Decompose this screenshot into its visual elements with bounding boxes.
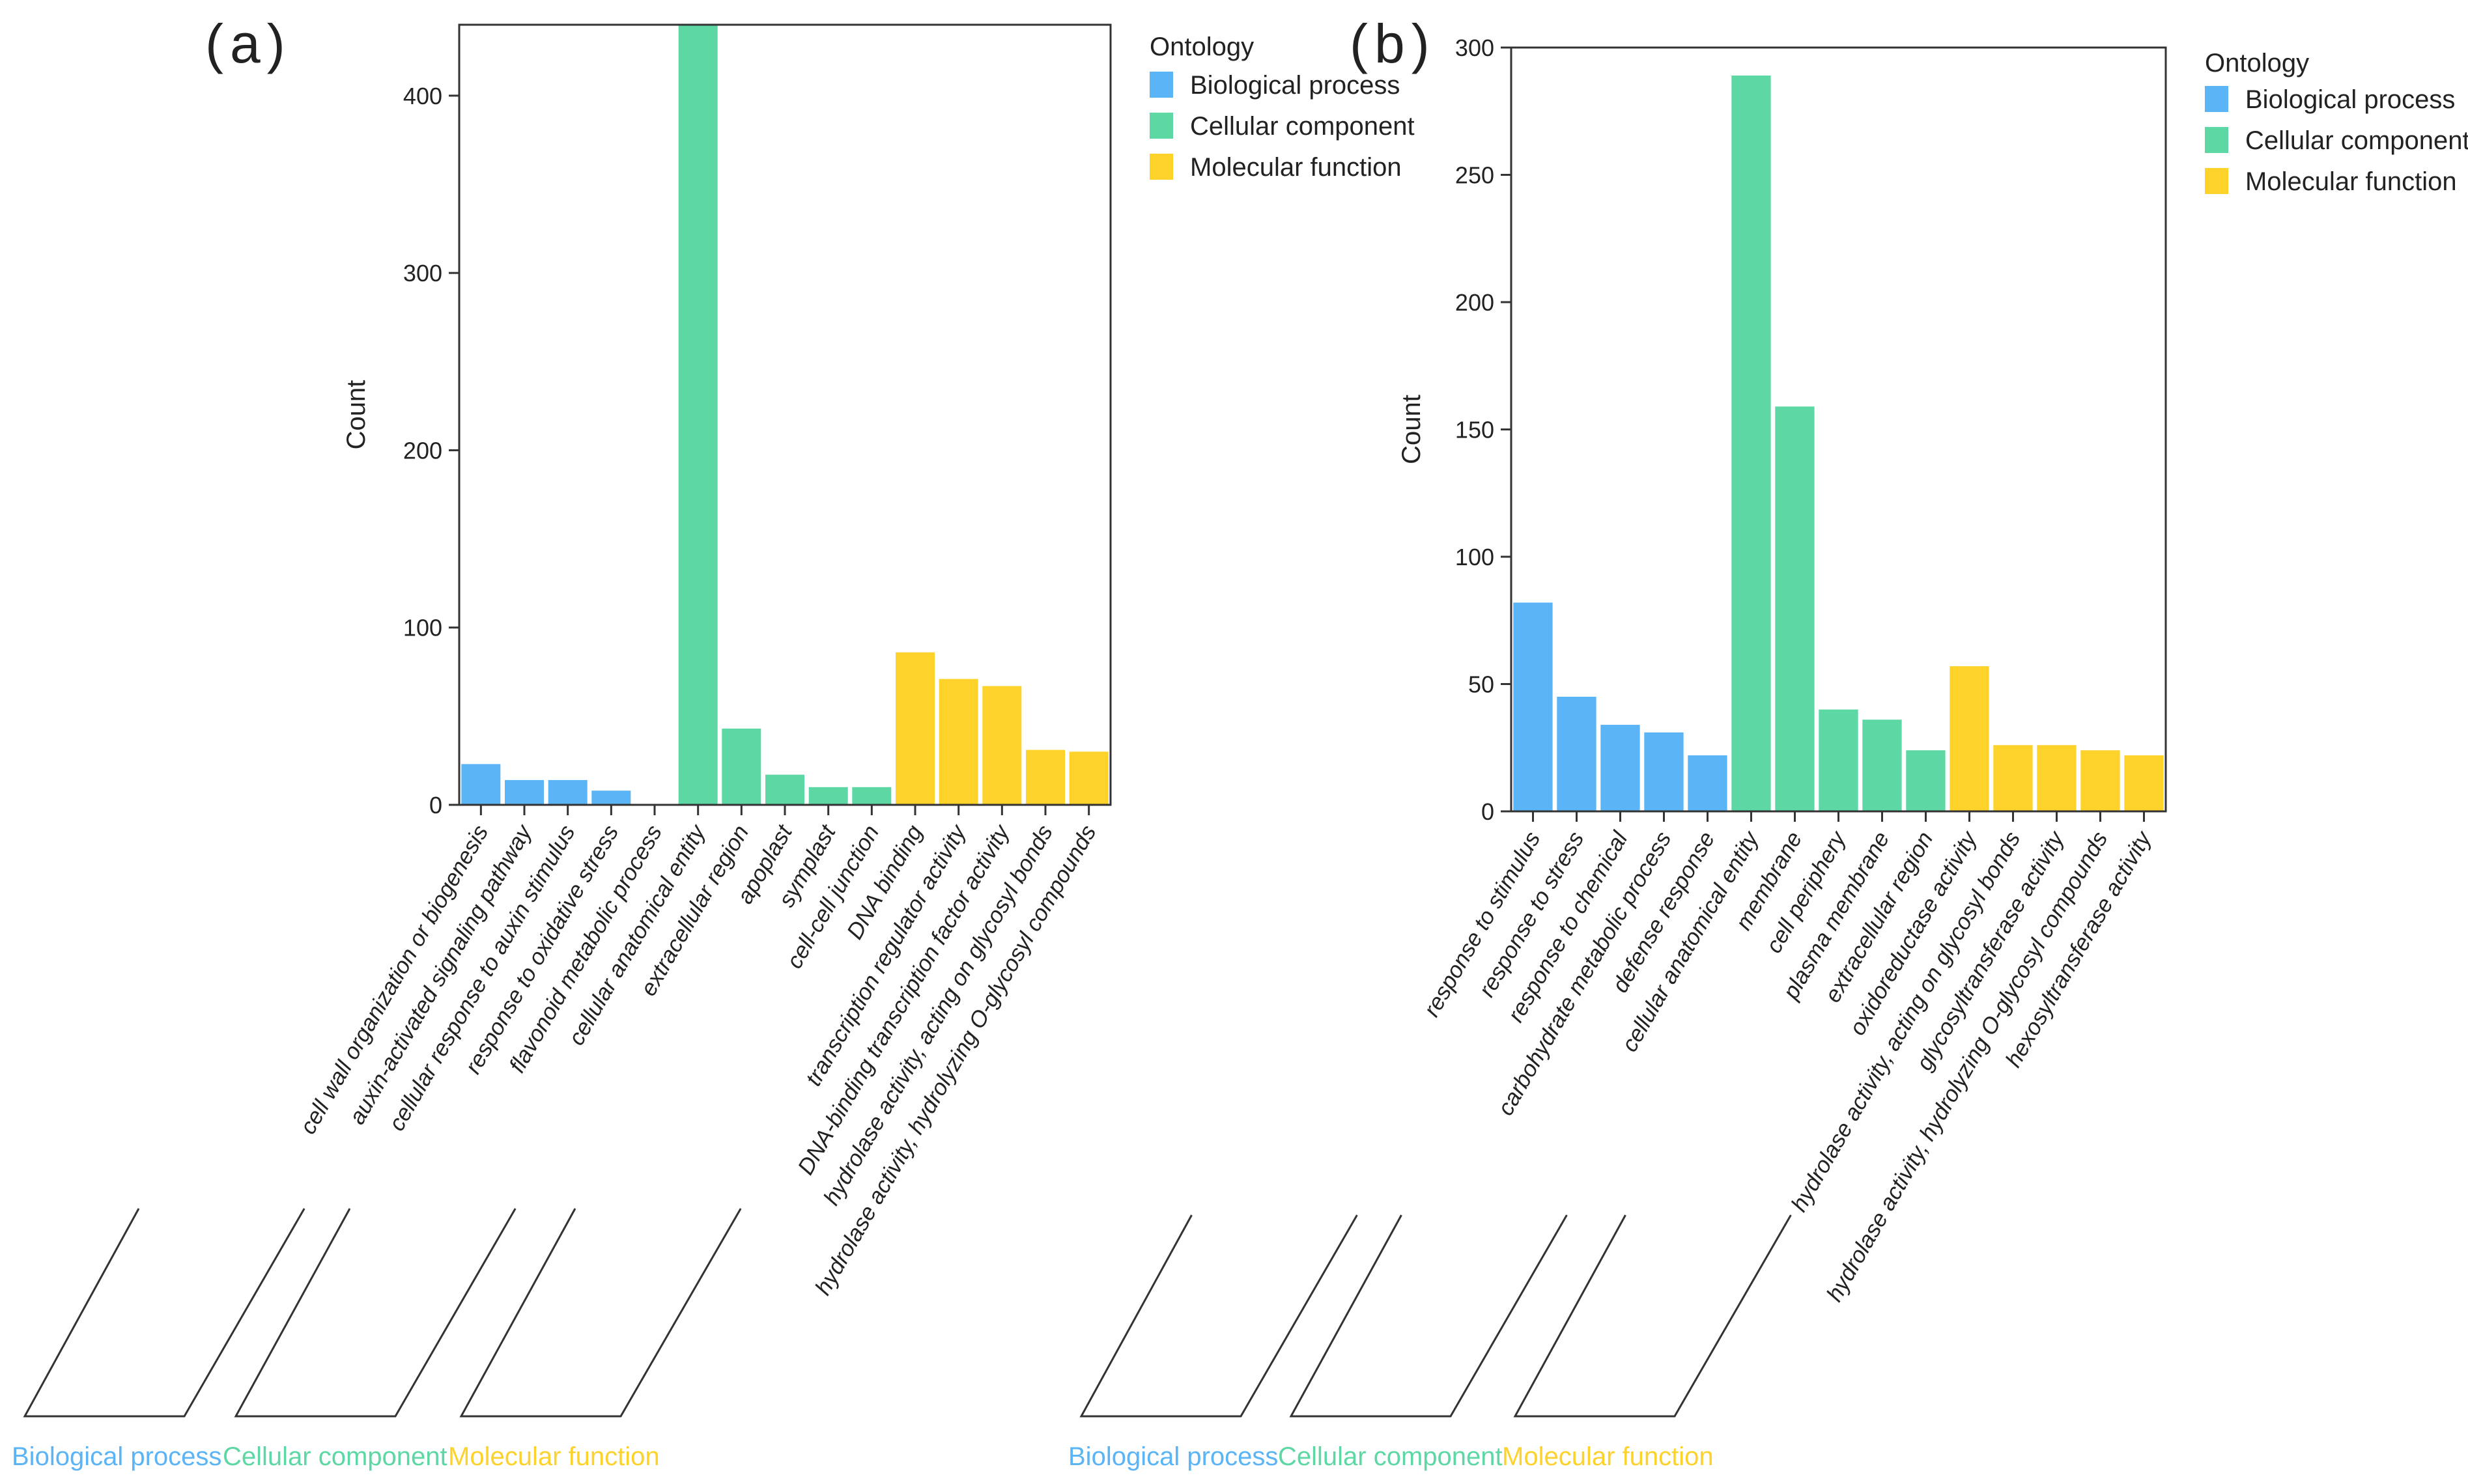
bar [1950,666,1989,811]
group-label: Biological process [1068,1442,1278,1471]
legend-label: Cellular component [1190,112,1415,141]
bar [939,679,978,805]
panel-label: (b) [1350,13,1430,74]
bar [896,652,935,805]
x-axis: cell wall organization or biogenesisauxi… [295,805,1101,1299]
bar [982,686,1022,805]
bar [852,787,892,805]
y-tick-label: 50 [1468,671,1494,698]
panel-label-open: ( [1350,13,1368,74]
bar [591,791,631,805]
group-bracket [459,1208,742,1418]
panel-label: (a) [205,13,285,74]
panel-label-close: ) [267,13,285,74]
bar [808,787,848,805]
x-tick-label: cell wall organization or biogenesis [295,821,493,1139]
group-label: Molecular function [1502,1442,1714,1471]
y-tick-label: 100 [1455,544,1494,570]
y-tick-label: 300 [403,260,442,287]
bar [722,728,761,805]
legend-label: Molecular function [1190,153,1402,182]
bar [1600,725,1640,811]
bar [1069,751,1109,805]
legend-label: Biological process [1190,71,1400,100]
y-tick-label: 0 [429,792,442,819]
panel-label-letter: a [230,13,261,74]
bar [1688,755,1727,811]
y-axis-title: Count [342,380,371,450]
legend: Ontology Biological process Cellular compo… [1150,33,1415,182]
group-label: Molecular function [448,1442,660,1471]
bar [678,25,718,805]
bar [1906,750,1946,811]
x-tick-label: auxin-activated signaling pathway [344,819,537,1128]
bar [1644,732,1684,811]
group-bracket [1079,1214,1358,1418]
legend-title: Ontology [2205,49,2309,77]
legend-label: Biological process [2245,85,2455,114]
y-tick-label: 150 [1455,417,1494,443]
y-axis: 0 50 100 150 200 250 300 [1455,35,1511,825]
bar-series [461,25,1109,805]
legend-swatch [2205,168,2228,194]
group-bracket [234,1208,517,1418]
bar [1862,720,1902,811]
legend: Ontology Biological process Cellular compo… [2205,49,2468,196]
plot-frame [1510,46,2167,813]
bar [1026,749,1065,805]
y-tick-label: 0 [1481,798,1494,825]
bar [548,779,588,805]
bar [1731,76,1771,811]
legend-swatch [1150,154,1173,180]
legend-swatch [1150,72,1173,98]
group-bracket [1513,1214,1792,1418]
y-tick-label: 200 [403,437,442,464]
panel-label-open: ( [205,13,223,74]
panel-label-close: ) [1411,13,1430,74]
bar [461,764,501,805]
y-axis: 0 100 200 300 400 [403,83,459,819]
bar [1775,406,1815,811]
panel-b: (b) 0 50 100 150 200 250 300 Count response to st… [1068,13,2468,1471]
bar [1557,697,1596,811]
bar [2124,755,2164,811]
bar [2037,745,2077,811]
y-tick-label: 250 [1455,162,1494,189]
legend-swatch [2205,127,2228,153]
group-label: Cellular component [223,1442,447,1471]
bar [2080,750,2120,811]
bar [765,774,804,805]
bar [1993,745,2033,811]
legend-swatch [1150,113,1173,139]
group-bracket [23,1208,305,1418]
y-axis-title: Count [1397,395,1426,464]
bar-series [1513,76,2164,811]
y-tick-label: 200 [1455,289,1494,316]
legend-title: Ontology [1150,33,1254,61]
bar [1513,602,1553,811]
group-brackets: Biological process Cellular component Mole… [12,1208,742,1471]
legend-label: Molecular function [2245,167,2457,196]
y-tick-label: 100 [403,615,442,641]
legend-swatch [2205,86,2228,112]
bar [1819,709,1858,811]
group-label: Biological process [12,1442,221,1471]
y-tick-label: 400 [403,83,442,109]
x-tick-label: cellular response to auxin stimulus [384,821,580,1136]
group-bracket [1289,1214,1568,1418]
group-brackets: Biological process Cellular component Mole… [1068,1214,1792,1471]
y-tick-label: 300 [1455,35,1494,61]
group-label: Cellular component [1278,1442,1503,1471]
legend-label: Cellular component [2245,126,2468,155]
bar [505,779,544,805]
panel-label-letter: b [1374,13,1405,74]
